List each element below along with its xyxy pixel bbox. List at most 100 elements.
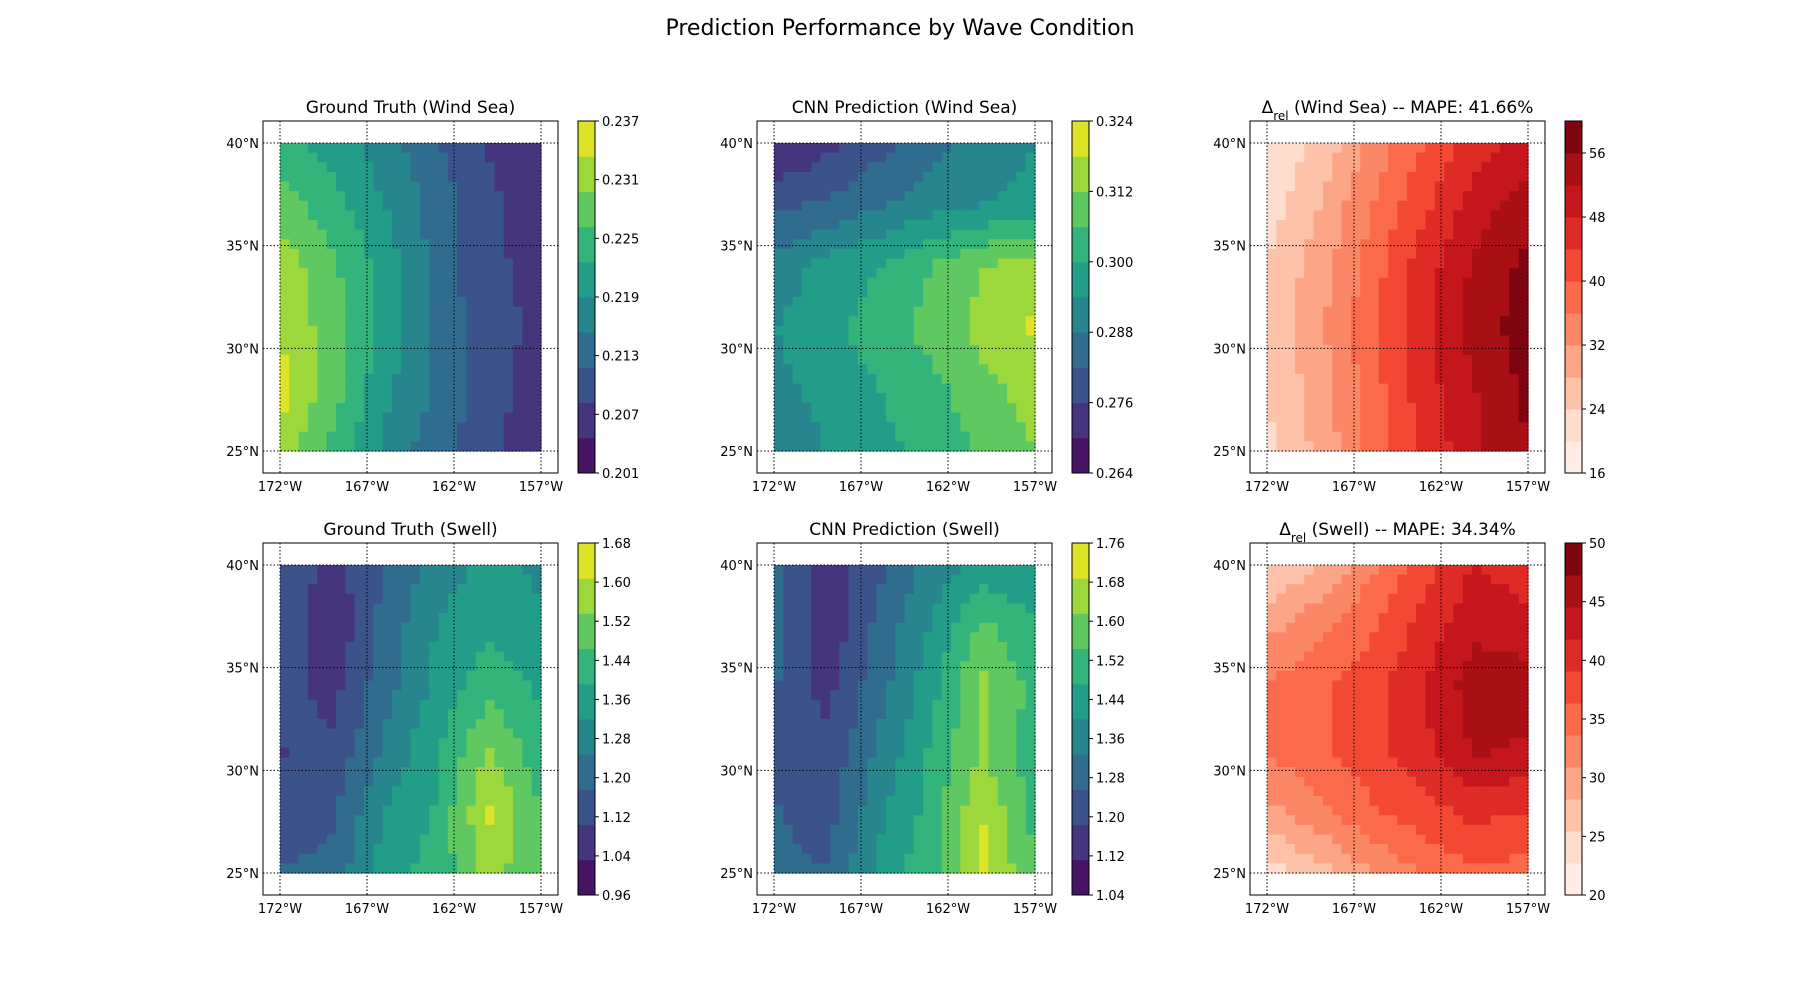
- contour-cell: [1025, 306, 1036, 317]
- contour-cell: [438, 834, 449, 845]
- contour-cell: [503, 325, 514, 337]
- contour-cell: [1453, 441, 1464, 452]
- contour-cell: [466, 613, 477, 624]
- contour-cell: [848, 786, 859, 797]
- contour-cell: [792, 200, 803, 211]
- contour-cell: [1294, 210, 1305, 221]
- contour-cell: [801, 239, 812, 250]
- contour-cell: [923, 143, 934, 154]
- contour-cell: [932, 651, 943, 662]
- contour-cell: [438, 383, 449, 394]
- contour-cell: [885, 171, 896, 183]
- contour-cell: [801, 325, 812, 337]
- contour-cell: [848, 584, 859, 595]
- contour-cell: [419, 622, 430, 633]
- contour-cell: [513, 622, 523, 633]
- contour-cell: [1369, 143, 1380, 154]
- contour-cell: [1444, 593, 1455, 605]
- contour-cell: [1350, 642, 1361, 653]
- contour-cell: [475, 431, 486, 442]
- contour-cell: [774, 200, 784, 211]
- contour-cell: [1462, 143, 1473, 154]
- contour-cell: [280, 412, 290, 423]
- contour-cell: [354, 863, 365, 874]
- contour-cell: [1313, 268, 1324, 279]
- contour-cell: [885, 699, 896, 710]
- contour-cell: [1322, 412, 1333, 423]
- contour-cell: [317, 325, 328, 337]
- contour-cell: [839, 200, 850, 211]
- contour-cell: [438, 277, 449, 288]
- contour-cell: [1453, 622, 1464, 633]
- colorbar-tick-label: 0.312: [1096, 185, 1133, 200]
- contour-cell: [1276, 143, 1287, 154]
- contour-cell: [1378, 632, 1389, 643]
- contour-cell: [363, 297, 374, 308]
- contour-cell: [1518, 143, 1529, 154]
- contour-cell: [867, 422, 878, 433]
- contour-cell: [382, 422, 393, 433]
- contour-cell: [429, 335, 440, 346]
- contour-cell: [904, 699, 915, 710]
- contour-cell: [335, 824, 346, 836]
- contour-cell: [820, 690, 831, 701]
- contour-cell: [774, 287, 784, 298]
- contour-cell: [1406, 565, 1417, 576]
- colorbar-segment: [578, 789, 595, 826]
- contour-cell: [1016, 431, 1027, 442]
- contour-cell: [811, 422, 822, 433]
- contour-cell: [1341, 422, 1352, 433]
- contour-cell: [1462, 412, 1473, 423]
- contour-cell: [988, 565, 999, 576]
- contour-cell: [1267, 642, 1277, 653]
- contour-cell: [1007, 441, 1017, 452]
- contour-cell: [438, 374, 449, 385]
- contour-cell: [326, 632, 337, 643]
- contour-cell: [1025, 670, 1036, 682]
- contour-cell: [1322, 335, 1333, 346]
- contour-cell: [829, 239, 840, 250]
- contour-cell: [774, 383, 784, 394]
- contour-cell: [1016, 402, 1027, 414]
- contour-cell: [513, 229, 523, 240]
- contour-cell: [1416, 383, 1427, 394]
- contour-cell: [904, 200, 915, 211]
- contour-cell: [345, 824, 356, 836]
- contour-cell: [857, 412, 868, 423]
- contour-cell: [289, 316, 300, 327]
- contour-cell: [979, 690, 989, 701]
- contour-cell: [1016, 383, 1027, 394]
- contour-cell: [1341, 603, 1352, 614]
- contour-cell: [1267, 431, 1277, 442]
- contour-cell: [848, 422, 859, 433]
- contour-cell: [1518, 152, 1529, 163]
- contour-cell: [1416, 393, 1427, 404]
- contour-cell: [522, 431, 533, 442]
- contour-cell: [335, 258, 346, 269]
- contour-cell: [382, 200, 393, 211]
- contour-cell: [317, 738, 328, 749]
- contour-cell: [326, 613, 337, 624]
- contour-cell: [485, 431, 495, 442]
- contour-cell: [1267, 152, 1277, 163]
- contour-cell: [913, 603, 924, 614]
- contour-cell: [419, 853, 430, 864]
- contour-cell: [839, 747, 850, 759]
- contour-cell: [429, 354, 440, 365]
- contour-cell: [848, 393, 859, 404]
- contour-cell: [913, 258, 924, 269]
- contour-cell: [1360, 354, 1371, 365]
- contour-cell: [932, 335, 943, 346]
- contour-cell: [932, 354, 943, 365]
- contour-cell: [988, 220, 999, 231]
- contour-cell: [1360, 152, 1371, 163]
- contour-cell: [475, 258, 486, 269]
- contour-cell: [1025, 747, 1036, 759]
- contour-cell: [848, 728, 859, 739]
- contour-cell: [1416, 412, 1427, 423]
- contour-cell: [904, 316, 915, 327]
- contour-cell: [867, 402, 878, 414]
- contour-cell: [885, 584, 896, 595]
- contour-cell: [410, 757, 421, 768]
- contour-cell: [345, 297, 356, 308]
